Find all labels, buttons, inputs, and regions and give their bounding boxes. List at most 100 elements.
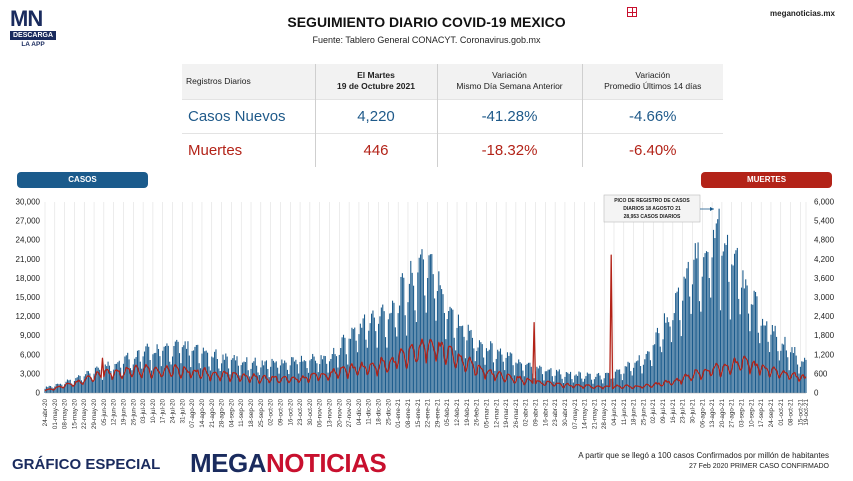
casos-bar [375, 331, 377, 393]
casos-bar [242, 362, 244, 393]
x-tick-label: 11-sep-20 [238, 399, 245, 427]
x-tick-label: 13-ago-21 [709, 399, 716, 428]
casos-bar [490, 341, 492, 393]
casos-bar [274, 362, 276, 393]
casos-bar [696, 258, 698, 393]
header-date-line2: 19 de Octubre 2021 [337, 81, 415, 92]
casos-bar [715, 223, 717, 393]
casos-bar [69, 379, 71, 393]
casos-bar [641, 373, 643, 393]
casos-bar [631, 375, 633, 393]
casos-bar [616, 369, 618, 393]
casos-bar [120, 367, 122, 393]
casos-label: Casos Nuevos [182, 98, 316, 133]
casos-bar [342, 334, 345, 393]
casos-bar [256, 365, 258, 393]
casos-bar [406, 335, 408, 393]
x-tick-label: 05-feb-21 [444, 399, 451, 426]
casos-bar [89, 373, 91, 393]
casos-bar [197, 344, 199, 393]
casos-bar [85, 374, 87, 393]
y-left-tick-label: 21,000 [16, 255, 41, 264]
casos-bar [710, 297, 712, 393]
x-tick-label: 30-oct-20 [307, 399, 314, 426]
x-tick-label: 02-abr-21 [523, 399, 530, 427]
casos-bar [129, 368, 132, 393]
header-var-14d-line1: Variación [635, 70, 671, 81]
casos-bar [66, 379, 68, 393]
x-tick-label: 02-jul-21 [650, 399, 657, 424]
casos-bar [90, 377, 92, 393]
casos-bar [422, 259, 424, 393]
casos-bar [513, 375, 516, 393]
casos-bar [499, 348, 502, 393]
x-tick-label: 24-abr-20 [42, 399, 49, 427]
casos-bar [711, 257, 713, 393]
casos-bar [586, 372, 588, 393]
casos-bar [289, 365, 291, 393]
casos-bar [449, 306, 451, 393]
casos-bar [393, 302, 395, 393]
casos-bar [658, 333, 660, 393]
header-var-week-line1: Variación [492, 70, 527, 81]
casos-bar [663, 313, 665, 393]
casos-bar [383, 311, 385, 393]
casos-bar [415, 322, 417, 393]
casos-bar [708, 278, 710, 393]
x-tick-label: 11-jun-21 [621, 399, 628, 426]
casos-bar [166, 343, 168, 393]
casos-bar [348, 338, 350, 393]
casos-bar [550, 368, 552, 393]
casos-bar [795, 355, 797, 393]
casos-bar [701, 276, 703, 393]
casos-bar [536, 366, 538, 393]
muertes-label: Muertes [182, 132, 316, 167]
casos-bar [51, 387, 53, 393]
casos-bar [606, 372, 608, 393]
x-tick-label: 25-dic-20 [385, 399, 392, 426]
casos-bar [55, 384, 57, 393]
casos-bar [579, 372, 581, 393]
casos-bar [773, 331, 775, 393]
casos-bar [344, 337, 346, 393]
casos-bar [431, 254, 433, 393]
x-tick-label: 17-sep-21 [758, 399, 765, 428]
casos-bar [87, 371, 89, 393]
casos-bar [673, 313, 675, 393]
x-tick-label: 08-oct-21 [788, 399, 795, 426]
casos-bar [387, 319, 389, 393]
casos-bar [784, 336, 786, 393]
casos-bar [73, 381, 75, 393]
x-tick-label: 12-jun-20 [111, 399, 118, 426]
casos-bar [164, 345, 167, 393]
casos-bar [145, 346, 147, 393]
casos-bar [614, 371, 616, 393]
site-link[interactable]: meganoticias.mx [770, 9, 835, 18]
x-tick-label: 06-ago-21 [699, 399, 706, 428]
casos-bar [369, 323, 371, 393]
x-tick-label: 16-oct-20 [287, 399, 294, 426]
casos-bar [296, 364, 298, 393]
casos-bar [390, 312, 392, 393]
casos-bar [75, 378, 77, 393]
casos-bar [92, 381, 94, 393]
x-tick-label: 13-nov-20 [326, 399, 333, 428]
casos-bar [540, 366, 542, 393]
casos-bar [76, 377, 78, 393]
casos-bar [358, 334, 360, 393]
casos-bar [333, 347, 335, 393]
casos-bar [101, 379, 103, 393]
casos-bar [246, 357, 248, 393]
casos-bar [593, 379, 595, 393]
casos-bar [368, 330, 370, 393]
meganoticias-logo[interactable]: MN DESCARGA LA APP [10, 8, 56, 48]
x-tick-label: 27-ago-21 [729, 399, 736, 428]
casos-bar [624, 366, 626, 393]
casos-bar [759, 343, 761, 393]
x-tick-label: 22-ene-21 [425, 399, 432, 428]
casos-bar [160, 366, 162, 393]
x-tick-label: 11-dic-20 [366, 399, 373, 425]
x-tick-label: 14-ago-20 [199, 399, 206, 428]
annotation-line3: 28,953 CASOS DIARIOS [624, 214, 681, 220]
casos-bar [334, 354, 336, 393]
